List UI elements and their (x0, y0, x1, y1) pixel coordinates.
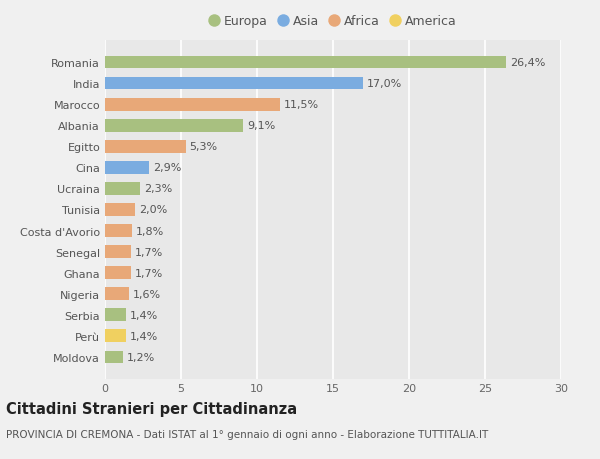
Text: 2,3%: 2,3% (144, 184, 172, 194)
Text: 1,4%: 1,4% (130, 331, 158, 341)
Text: 1,8%: 1,8% (136, 226, 164, 236)
Text: 1,4%: 1,4% (130, 310, 158, 320)
Text: 5,3%: 5,3% (190, 142, 217, 152)
Bar (105, 162, 149, 174)
Text: 9,1%: 9,1% (247, 121, 275, 131)
Bar (105, 288, 130, 300)
Text: 1,7%: 1,7% (134, 247, 163, 257)
Text: 26,4%: 26,4% (510, 58, 545, 68)
Text: 17,0%: 17,0% (367, 79, 403, 89)
Bar (105, 330, 126, 342)
Text: 11,5%: 11,5% (284, 100, 319, 110)
Bar (105, 183, 140, 195)
Bar (105, 204, 136, 216)
Bar (105, 99, 280, 111)
Text: 1,6%: 1,6% (133, 289, 161, 299)
Bar (105, 225, 133, 237)
Text: PROVINCIA DI CREMONA - Dati ISTAT al 1° gennaio di ogni anno - Elaborazione TUTT: PROVINCIA DI CREMONA - Dati ISTAT al 1° … (6, 429, 488, 439)
Text: 2,9%: 2,9% (153, 163, 181, 173)
Text: 1,7%: 1,7% (134, 268, 163, 278)
Legend: Europa, Asia, Africa, America: Europa, Asia, Africa, America (204, 11, 462, 34)
Text: 2,0%: 2,0% (139, 205, 167, 215)
Bar (105, 56, 506, 69)
Bar (105, 78, 364, 90)
Text: Cittadini Stranieri per Cittadinanza: Cittadini Stranieri per Cittadinanza (6, 402, 297, 417)
Bar (105, 140, 185, 153)
Bar (105, 120, 244, 132)
Bar (105, 246, 131, 258)
Bar (105, 267, 131, 280)
Text: 1,2%: 1,2% (127, 352, 155, 362)
Bar (105, 351, 123, 364)
Bar (105, 309, 126, 321)
